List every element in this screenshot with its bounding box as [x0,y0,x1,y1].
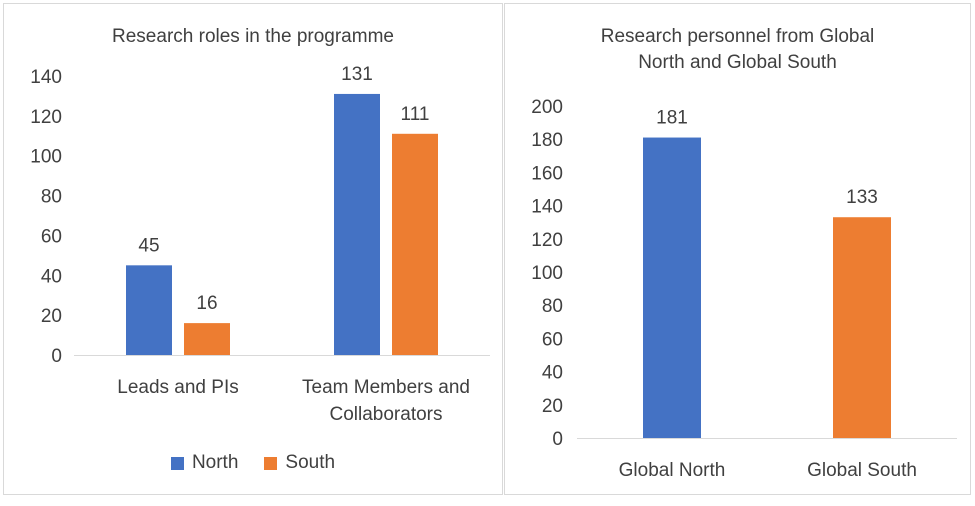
bar-north [126,265,172,355]
x-tick-label: Team Members and [302,377,470,398]
legend-label-south: South [285,452,336,473]
bar-north [334,93,380,355]
data-label: 16 [196,293,217,314]
y-tick-label: 0 [552,429,563,450]
y-tick-label: 160 [531,163,563,184]
y-tick-label: 80 [542,296,563,317]
y-tick-label: 120 [30,107,62,128]
chart-left-panel: Research roles in the programme 0 20 40 60 8… [3,3,503,495]
legend-item-north: North [170,452,239,474]
y-tick-label: 20 [542,396,563,417]
data-label: 133 [846,187,878,208]
legend-swatch-north [170,456,184,470]
y-tick-label: 140 [30,67,62,88]
chart-title-right: Research personnel from Global North and… [505,24,970,76]
y-tick-label: 60 [41,226,62,247]
bar-global-north [643,137,701,439]
data-label: 131 [341,64,373,85]
legend-swatch-south [264,456,278,470]
x-tick-label: Global South [807,460,917,481]
bar-south [392,133,438,355]
bar-south [184,323,230,355]
y-tick-label: 40 [542,363,563,384]
y-tick-label: 40 [41,266,62,287]
legend-item-south: South [264,452,335,474]
y-tick-label: 60 [542,329,563,350]
y-tick-label: 180 [531,130,563,151]
data-label: 181 [656,108,688,129]
chart-left-svg: 0 20 40 60 80 100 120 140 45 16 Leads and PIs 131 11… [30,64,490,425]
y-tick-label: 120 [531,230,563,251]
chart-right-svg: 0 20 40 60 80 100 120 140 160 180 200 181 Global Nor… [531,97,957,481]
y-tick-label: 100 [531,263,563,284]
y-tick-label: 140 [531,197,563,218]
chart-title-right-line-1: Research personnel from Global [600,26,875,47]
y-tick-label: 200 [531,97,563,118]
legend: North South [4,452,502,474]
x-tick-label: Global North [619,460,726,481]
chart-title-right-line-2: North and Global South [638,52,837,73]
y-tick-label: 20 [41,306,62,327]
y-tick-label: 80 [41,187,62,208]
chart-right-panel: Research personnel from Global North and… [504,3,971,495]
legend-label-north: North [191,452,239,473]
chart-title-left: Research roles in the programme [112,26,394,47]
y-tick-label: 100 [30,147,62,168]
data-label: 111 [401,104,430,125]
x-tick-label: Leads and PIs [117,377,238,398]
x-tick-label: Collaborators [330,404,443,425]
data-label: 45 [138,235,159,256]
bar-global-south [833,217,891,438]
y-tick-label: 0 [51,346,62,367]
